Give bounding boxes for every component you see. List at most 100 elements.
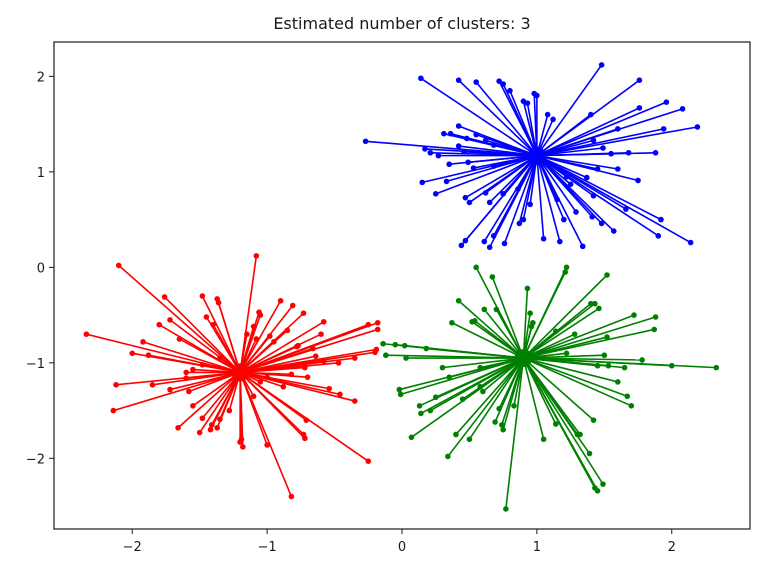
data-point [636, 105, 643, 111]
data-point [481, 306, 488, 313]
cluster-link [522, 274, 608, 359]
cluster-link [86, 333, 241, 374]
data-point [264, 374, 270, 380]
data-point [372, 349, 378, 356]
data-point [660, 126, 667, 132]
cluster-center [231, 363, 250, 382]
data-point [482, 137, 489, 144]
data-point [534, 92, 540, 99]
data-point [110, 407, 117, 414]
data-point [374, 326, 381, 333]
data-point [459, 396, 466, 402]
data-point [145, 352, 152, 359]
data-point [524, 285, 531, 292]
y-tick-label: −2 [26, 452, 45, 467]
cluster-link [468, 357, 525, 440]
data-point [621, 364, 628, 371]
data-point [477, 364, 484, 371]
cluster-link [177, 371, 241, 429]
data-point [423, 345, 430, 352]
data-point [446, 374, 453, 380]
data-point [594, 166, 601, 172]
cluster-link [536, 155, 561, 242]
cluster-link [485, 154, 538, 194]
data-point [631, 312, 637, 318]
cluster-link [488, 155, 538, 248]
cluster-link [455, 357, 524, 435]
cluster-link [239, 372, 293, 497]
cluster-link [474, 320, 524, 359]
cluster-link [240, 360, 324, 374]
data-point [392, 341, 399, 348]
data-point [397, 391, 404, 398]
cluster-link [495, 308, 525, 359]
data-point [528, 323, 535, 330]
cluster-link [464, 155, 538, 242]
data-point [310, 345, 316, 352]
data-point [129, 350, 136, 357]
data-point [156, 321, 163, 328]
data-point [554, 196, 560, 203]
data-point [605, 362, 612, 369]
cluster-link [239, 300, 282, 373]
cluster-link [523, 316, 656, 359]
data-point [600, 481, 606, 487]
data-point [439, 364, 446, 371]
data-point [713, 364, 720, 371]
data-point [253, 253, 260, 259]
data-point [453, 431, 459, 438]
data-point [302, 364, 308, 371]
data-point [515, 186, 521, 192]
cluster-link [118, 264, 241, 373]
data-point [383, 352, 389, 359]
cluster-link [522, 357, 596, 489]
data-point [489, 274, 496, 280]
cluster-link [536, 139, 594, 157]
cluster-link [179, 338, 241, 374]
data-point [473, 131, 479, 138]
cluster-link [464, 151, 537, 157]
data-point [473, 79, 479, 85]
cluster-link [239, 355, 316, 374]
data-point [496, 405, 502, 412]
cluster-link [522, 307, 600, 359]
data-point [492, 419, 498, 425]
data-point [455, 123, 462, 129]
x-tick-label: −2 [123, 540, 142, 555]
data-point [658, 216, 664, 223]
data-point [264, 442, 270, 448]
data-point [289, 302, 296, 309]
data-point [466, 199, 473, 206]
data-point [520, 98, 527, 105]
data-point [463, 135, 470, 142]
data-point [540, 235, 547, 242]
data-point [362, 138, 369, 145]
data-point [446, 161, 453, 168]
data-point [455, 77, 462, 83]
axes-frame [53, 41, 751, 530]
data-point [303, 417, 310, 423]
data-point [472, 318, 478, 324]
data-point [199, 293, 206, 299]
data-point [365, 321, 372, 328]
cluster-link [164, 296, 241, 373]
data-point [209, 422, 215, 428]
data-point [217, 355, 223, 361]
cluster-center [527, 146, 546, 165]
y-axis: 2 1 0 −1 −2 [26, 70, 54, 467]
data-point [199, 361, 206, 368]
y-tick-label: 0 [37, 261, 45, 276]
data-point [199, 415, 206, 422]
data-point [615, 126, 621, 132]
data-point [604, 272, 610, 278]
data-point [320, 358, 327, 364]
data-point [288, 493, 295, 500]
x-tick-label: −1 [258, 540, 277, 555]
cluster-link [201, 371, 241, 419]
cluster-link [536, 154, 659, 237]
data-point [571, 331, 578, 338]
data-point [507, 87, 513, 94]
data-point [574, 431, 581, 438]
data-point [257, 312, 264, 318]
cluster-link [447, 357, 525, 457]
